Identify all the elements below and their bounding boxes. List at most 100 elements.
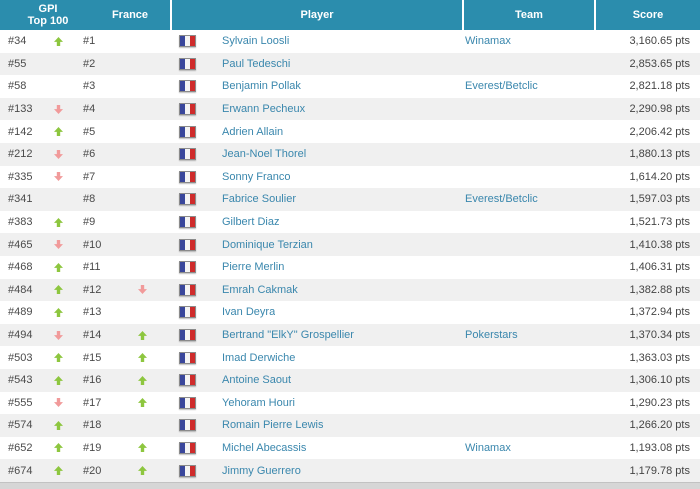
france-trend-cell <box>128 233 156 256</box>
player-name-link[interactable]: Sylvain Loosli <box>222 35 290 48</box>
france-flag-icon <box>179 261 196 274</box>
team-name-link[interactable]: Pokerstars <box>465 329 518 342</box>
gpi-rank-cell: #58 <box>0 75 46 98</box>
player-cell: Antoine Saout <box>215 369 460 392</box>
team-cell <box>460 369 592 392</box>
france-rank: #8 <box>83 193 96 206</box>
gpi-rank-cell: #494 <box>0 324 46 347</box>
team-cell <box>460 256 592 279</box>
player-name-link[interactable]: Ivan Deyra <box>222 306 276 319</box>
team-cell <box>460 301 592 324</box>
france-trend-cell <box>128 211 156 234</box>
column-header-team[interactable]: Team <box>462 0 594 30</box>
team-name-link[interactable]: Everest/Betclic <box>465 193 538 206</box>
gpi-trend-cell <box>46 75 70 98</box>
score-value: 1,370.34 pts <box>629 329 690 342</box>
player-name-link[interactable]: Dominique Terzian <box>222 238 313 251</box>
score-value: 1,382.88 pts <box>629 283 690 296</box>
gpi-trend-cell <box>46 437 70 460</box>
france-rank-cell: #13 <box>70 301 128 324</box>
score-value: 1,306.10 pts <box>629 374 690 387</box>
gpi-rank: #383 <box>8 216 33 229</box>
trend-up-icon <box>137 353 147 363</box>
france-flag-icon <box>179 148 196 161</box>
trend-up-icon <box>53 375 63 385</box>
country-cell <box>156 459 215 482</box>
player-name-link[interactable]: Benjamin Pollak <box>222 80 301 93</box>
gpi-rank-cell: #142 <box>0 120 46 143</box>
column-header-score[interactable]: Score <box>594 0 700 30</box>
player-name-link[interactable]: Imad Derwiche <box>222 351 296 364</box>
score-cell: 1,880.13 pts <box>592 143 700 166</box>
team-name-link[interactable]: Winamax <box>465 35 511 48</box>
france-trend-cell <box>128 369 156 392</box>
score-value: 1,880.13 pts <box>629 148 690 161</box>
france-rank: #14 <box>83 329 102 342</box>
column-header-gpi-top100[interactable]: GPI Top 100 <box>3 3 93 27</box>
team-cell <box>460 211 592 234</box>
player-name-link[interactable]: Bertrand "ElkY" Grospellier <box>222 329 354 342</box>
france-trend-cell <box>128 166 156 189</box>
gpi-rank-cell: #212 <box>0 143 46 166</box>
gpi-trend-cell <box>46 53 70 76</box>
score-cell: 1,597.03 pts <box>592 188 700 211</box>
team-name-link[interactable]: Winamax <box>465 441 511 454</box>
player-name-link[interactable]: Michel Abecassis <box>222 441 307 454</box>
team-cell: Everest/Betclic <box>460 75 592 98</box>
trend-down-icon <box>53 240 63 250</box>
table-row: #465 #10 Dominique Terzian 1,410.38 pts <box>0 233 700 256</box>
country-cell <box>156 437 215 460</box>
score-value: 1,193.08 pts <box>629 441 690 454</box>
france-trend-cell <box>128 324 156 347</box>
country-cell <box>156 211 215 234</box>
france-flag-icon <box>179 57 196 70</box>
table-body: #34 #1 Sylvain Loosli Winamax 3,160.65 p… <box>0 30 700 482</box>
team-cell <box>460 414 592 437</box>
score-value: 1,179.78 pts <box>629 464 690 477</box>
player-cell: Michel Abecassis <box>215 437 460 460</box>
column-header-france[interactable]: France <box>111 9 149 21</box>
trend-down-icon <box>53 172 63 182</box>
gpi-trend-cell <box>46 301 70 324</box>
country-cell <box>156 53 215 76</box>
player-name-link[interactable]: Antoine Saout <box>222 374 292 387</box>
player-name-link[interactable]: Emrah Cakmak <box>222 283 298 296</box>
player-name-link[interactable]: Yehoram Houri <box>222 396 295 409</box>
column-header-player[interactable]: Player <box>170 0 462 30</box>
player-cell: Jean-Noel Thorel <box>215 143 460 166</box>
player-name-link[interactable]: Pierre Merlin <box>222 261 285 274</box>
player-cell: Dominique Terzian <box>215 233 460 256</box>
player-name-link[interactable]: Jimmy Guerrero <box>222 464 301 477</box>
france-rank-cell: #17 <box>70 392 128 415</box>
gpi-trend-cell <box>46 459 70 482</box>
player-name-link[interactable]: Romain Pierre Lewis <box>222 419 324 432</box>
table-row: #383 #9 Gilbert Diaz 1,521.73 pts <box>0 210 700 234</box>
player-name-link[interactable]: Jean-Noel Thorel <box>222 148 307 161</box>
gpi-trend-cell <box>46 30 70 53</box>
player-name-link[interactable]: Fabrice Soulier <box>222 193 296 206</box>
gpi-rank: #133 <box>8 103 33 116</box>
player-name-link[interactable]: Adrien Allain <box>222 125 284 138</box>
player-cell: Benjamin Pollak <box>215 75 460 98</box>
table-bottom-scrollbar[interactable] <box>0 482 700 489</box>
france-flag-icon <box>179 193 196 206</box>
table-row: #468 #11 Pierre Merlin 1,406.31 pts <box>0 255 700 279</box>
gpi-rank-cell: #55 <box>0 53 46 76</box>
player-name-link[interactable]: Sonny Franco <box>222 170 291 183</box>
gpi-rank-cell: #652 <box>0 437 46 460</box>
france-rank: #2 <box>83 57 96 70</box>
france-rank: #7 <box>83 170 96 183</box>
score-value: 2,290.98 pts <box>629 103 690 116</box>
trend-up-icon <box>53 262 63 272</box>
team-name-link[interactable]: Everest/Betclic <box>465 80 538 93</box>
player-name-link[interactable]: Gilbert Diaz <box>222 216 280 229</box>
trend-up-icon <box>53 420 63 430</box>
score-value: 1,372.94 pts <box>629 306 690 319</box>
player-cell: Sonny Franco <box>215 166 460 189</box>
france-rank-cell: #19 <box>70 437 128 460</box>
player-name-link[interactable]: Erwann Pecheux <box>222 103 306 116</box>
player-cell: Jimmy Guerrero <box>215 459 460 482</box>
player-name-link[interactable]: Paul Tedeschi <box>222 57 291 70</box>
gpi-rank-cell: #468 <box>0 256 46 279</box>
france-rank: #11 <box>83 261 101 274</box>
